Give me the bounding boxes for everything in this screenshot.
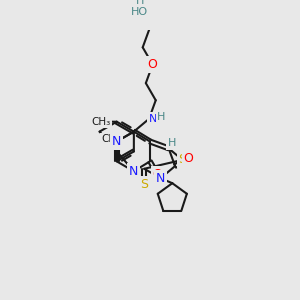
Text: O: O [153,168,163,181]
Text: N: N [156,172,165,185]
Text: H: H [135,0,144,6]
Text: H: H [157,112,166,122]
Text: NH: NH [149,114,166,124]
Text: CH₃: CH₃ [101,134,121,144]
Text: CH₃: CH₃ [91,117,110,127]
Text: O: O [183,152,193,165]
Text: S: S [178,153,186,167]
Text: N: N [112,135,122,148]
Text: HO: HO [131,7,148,16]
Text: O: O [148,58,158,71]
Text: S: S [140,178,148,190]
Text: H: H [168,138,176,148]
Text: N: N [129,165,139,178]
